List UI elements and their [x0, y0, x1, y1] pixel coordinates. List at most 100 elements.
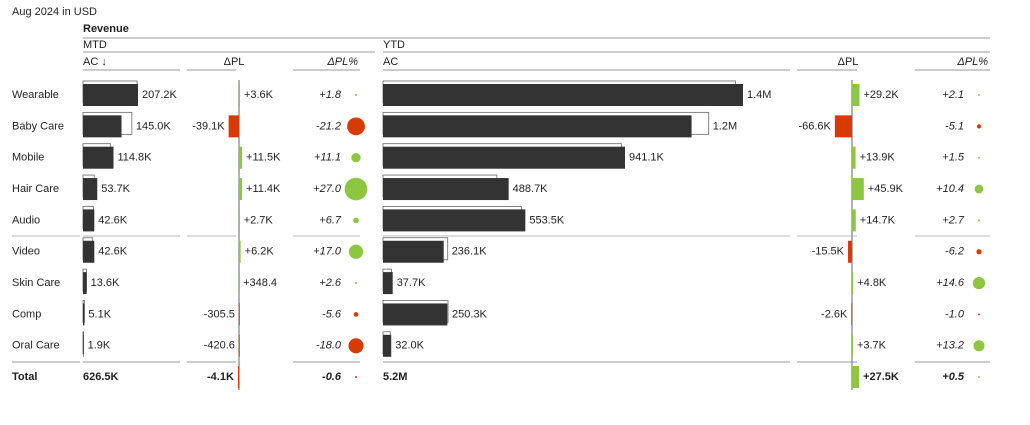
ac-label: 37.7K — [397, 277, 426, 289]
delta-bar — [852, 272, 854, 295]
delta-label: +4.8K — [857, 277, 887, 289]
ac-bar — [83, 84, 138, 106]
delta-pct-label: +17.0 — [313, 246, 342, 258]
column-header: ΔPL% — [326, 56, 358, 68]
total-delta-pct-label: +0.5 — [942, 371, 965, 383]
total-label: Total — [12, 371, 37, 383]
ac-bar — [383, 334, 392, 357]
ac-label: 114.8K — [117, 152, 152, 164]
delta-pct-label: +10.4 — [936, 183, 964, 195]
delta-label: +11.5K — [246, 152, 281, 164]
delta-dot — [978, 94, 980, 96]
ac-label: 553.5K — [529, 214, 565, 226]
delta-dot — [347, 117, 365, 136]
delta-label: +29.2K — [864, 89, 900, 101]
ac-label: 236.1K — [452, 246, 488, 258]
ac-label: 42.6K — [98, 214, 127, 226]
ac-bar — [83, 272, 87, 295]
delta-bar — [239, 178, 243, 201]
ac-bar — [383, 240, 444, 263]
delta-bar — [851, 303, 853, 326]
ac-bar — [83, 178, 98, 201]
delta-dot — [974, 184, 984, 194]
ac-label: 145.0K — [136, 120, 172, 132]
delta-pct-label: -6.2 — [945, 246, 964, 258]
ac-label: 488.7K — [513, 183, 549, 195]
ac-bar — [383, 84, 743, 106]
delta-bar — [852, 146, 856, 169]
ac-label: 207.2K — [142, 89, 178, 101]
delta-bar — [237, 366, 239, 388]
ac-bar — [83, 334, 84, 357]
column-header: AC ↓ — [83, 56, 107, 68]
delta-bar — [239, 209, 240, 232]
delta-pct-label: -21.2 — [316, 120, 341, 132]
delta-dot — [978, 156, 980, 159]
delta-label: +45.9K — [868, 183, 904, 195]
delta-bar — [239, 84, 240, 106]
delta-dot — [351, 153, 361, 163]
delta-pct-label: -1.0 — [945, 308, 965, 320]
delta-pct-label: +2.1 — [942, 89, 964, 101]
delta-label: +3.7K — [857, 340, 887, 352]
ac-bar — [383, 146, 625, 169]
delta-dot — [976, 249, 982, 255]
delta-bar — [848, 240, 852, 263]
ac-label: 5.1K — [88, 308, 111, 320]
delta-label: -2.6K — [821, 308, 848, 320]
delta-dot — [978, 376, 980, 378]
ac-bar — [83, 115, 122, 138]
delta-pct-label: +1.8 — [319, 89, 342, 101]
section-header: MTD — [83, 39, 107, 51]
delta-dot — [355, 376, 357, 378]
ac-label: 13.6K — [91, 277, 120, 289]
delta-dot — [348, 338, 364, 354]
delta-label: +2.7K — [244, 214, 274, 226]
delta-label: -66.6K — [798, 120, 831, 132]
ac-label: 53.7K — [101, 183, 130, 195]
delta-pct-label: -5.1 — [945, 120, 964, 132]
delta-pct-label: +2.6 — [319, 277, 342, 289]
delta-bar — [834, 115, 852, 138]
delta-label: -39.1K — [192, 120, 225, 132]
delta-dot — [976, 124, 982, 129]
ac-label: 941.1K — [629, 152, 665, 164]
total-delta-label: -4.1K — [207, 371, 234, 383]
delta-dot — [978, 313, 980, 316]
delta-pct-label: -5.6 — [322, 308, 342, 320]
category-label: Hair Care — [12, 183, 59, 195]
total-delta-pct-label: -0.6 — [322, 371, 342, 383]
delta-bar — [852, 84, 860, 106]
ac-label: 1.9K — [88, 340, 111, 352]
category-label: Baby Care — [12, 120, 64, 132]
delta-dot — [355, 94, 357, 96]
category-label: Audio — [12, 214, 40, 226]
ac-label: 42.6K — [98, 246, 127, 258]
delta-label: -305.5 — [204, 308, 235, 320]
delta-pct-label: +14.6 — [936, 277, 965, 289]
delta-bar — [852, 366, 860, 388]
title: Revenue — [83, 23, 129, 35]
column-header: ΔPL — [838, 56, 859, 68]
delta-pct-label: +2.7 — [942, 214, 965, 226]
category-label: Comp — [12, 308, 41, 320]
delta-label: +14.7K — [860, 214, 896, 226]
delta-label: -15.5K — [812, 246, 845, 258]
ac-label: 250.3K — [452, 308, 488, 320]
column-header: ΔPL — [224, 56, 245, 68]
delta-label: +348.4 — [243, 277, 277, 289]
ac-label: 32.0K — [395, 340, 424, 352]
ac-bar — [83, 209, 95, 232]
delta-dot — [353, 312, 359, 317]
delta-dot — [354, 282, 358, 285]
delta-bar — [852, 178, 864, 201]
total-ac-label: 626.5K — [83, 371, 119, 383]
delta-bar — [228, 115, 239, 138]
delta-dot — [344, 177, 368, 201]
section-header: YTD — [383, 39, 405, 51]
delta-pct-label: -18.0 — [316, 340, 342, 352]
delta-label: +3.6K — [244, 89, 274, 101]
category-label: Mobile — [12, 152, 44, 164]
